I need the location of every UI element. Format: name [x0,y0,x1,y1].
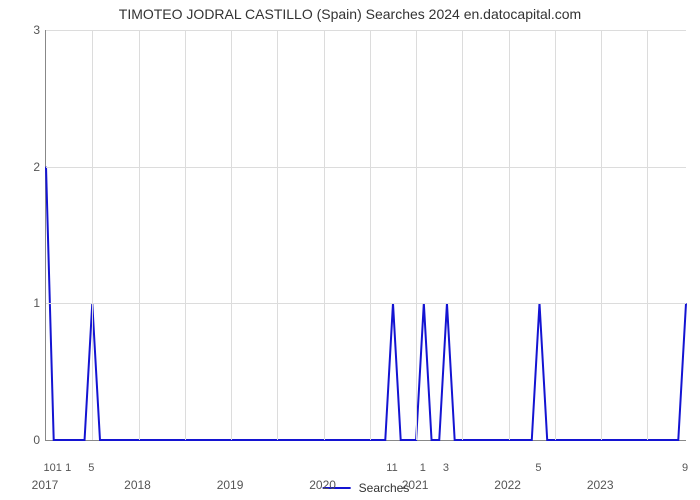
ytick-label: 1 [20,296,40,310]
xtick-small-label: 5 [535,462,541,474]
gridline-v [139,30,140,440]
chart-title: TIMOTEO JODRAL CASTILLO (Spain) Searches… [0,6,700,22]
plot-area: Searches [45,30,686,441]
gridline-v [231,30,232,440]
xtick-year-label: 2017 [32,478,59,492]
xtick-small-label: 3 [443,462,449,474]
chart-container: TIMOTEO JODRAL CASTILLO (Spain) Searches… [0,0,700,500]
gridline-v [324,30,325,440]
line-plot-svg [46,30,686,440]
xtick-small-label: 101 [44,462,62,474]
xtick-small-label: 1 [65,462,71,474]
xtick-small-label: 1 [420,462,426,474]
xtick-small-label: 11 [386,462,397,474]
gridline-v [370,30,371,440]
gridline-h [46,167,686,168]
gridline-v [462,30,463,440]
xtick-year-label: 2018 [124,478,151,492]
ytick-label: 0 [20,433,40,447]
gridline-v [92,30,93,440]
gridline-v [277,30,278,440]
gridline-h [46,303,686,304]
xtick-year-label: 2021 [402,478,429,492]
xtick-year-label: 2023 [587,478,614,492]
xtick-year-label: 2022 [494,478,521,492]
gridline-h [46,30,686,31]
gridline-v [555,30,556,440]
gridline-v [509,30,510,440]
xtick-small-label: 9 [682,462,688,474]
gridline-v [647,30,648,440]
ytick-label: 2 [20,160,40,174]
gridline-v [601,30,602,440]
xtick-small-label: 5 [88,462,94,474]
gridline-v [185,30,186,440]
ytick-label: 3 [20,23,40,37]
gridline-v [416,30,417,440]
xtick-year-label: 2019 [217,478,244,492]
xtick-year-label: 2020 [309,478,336,492]
